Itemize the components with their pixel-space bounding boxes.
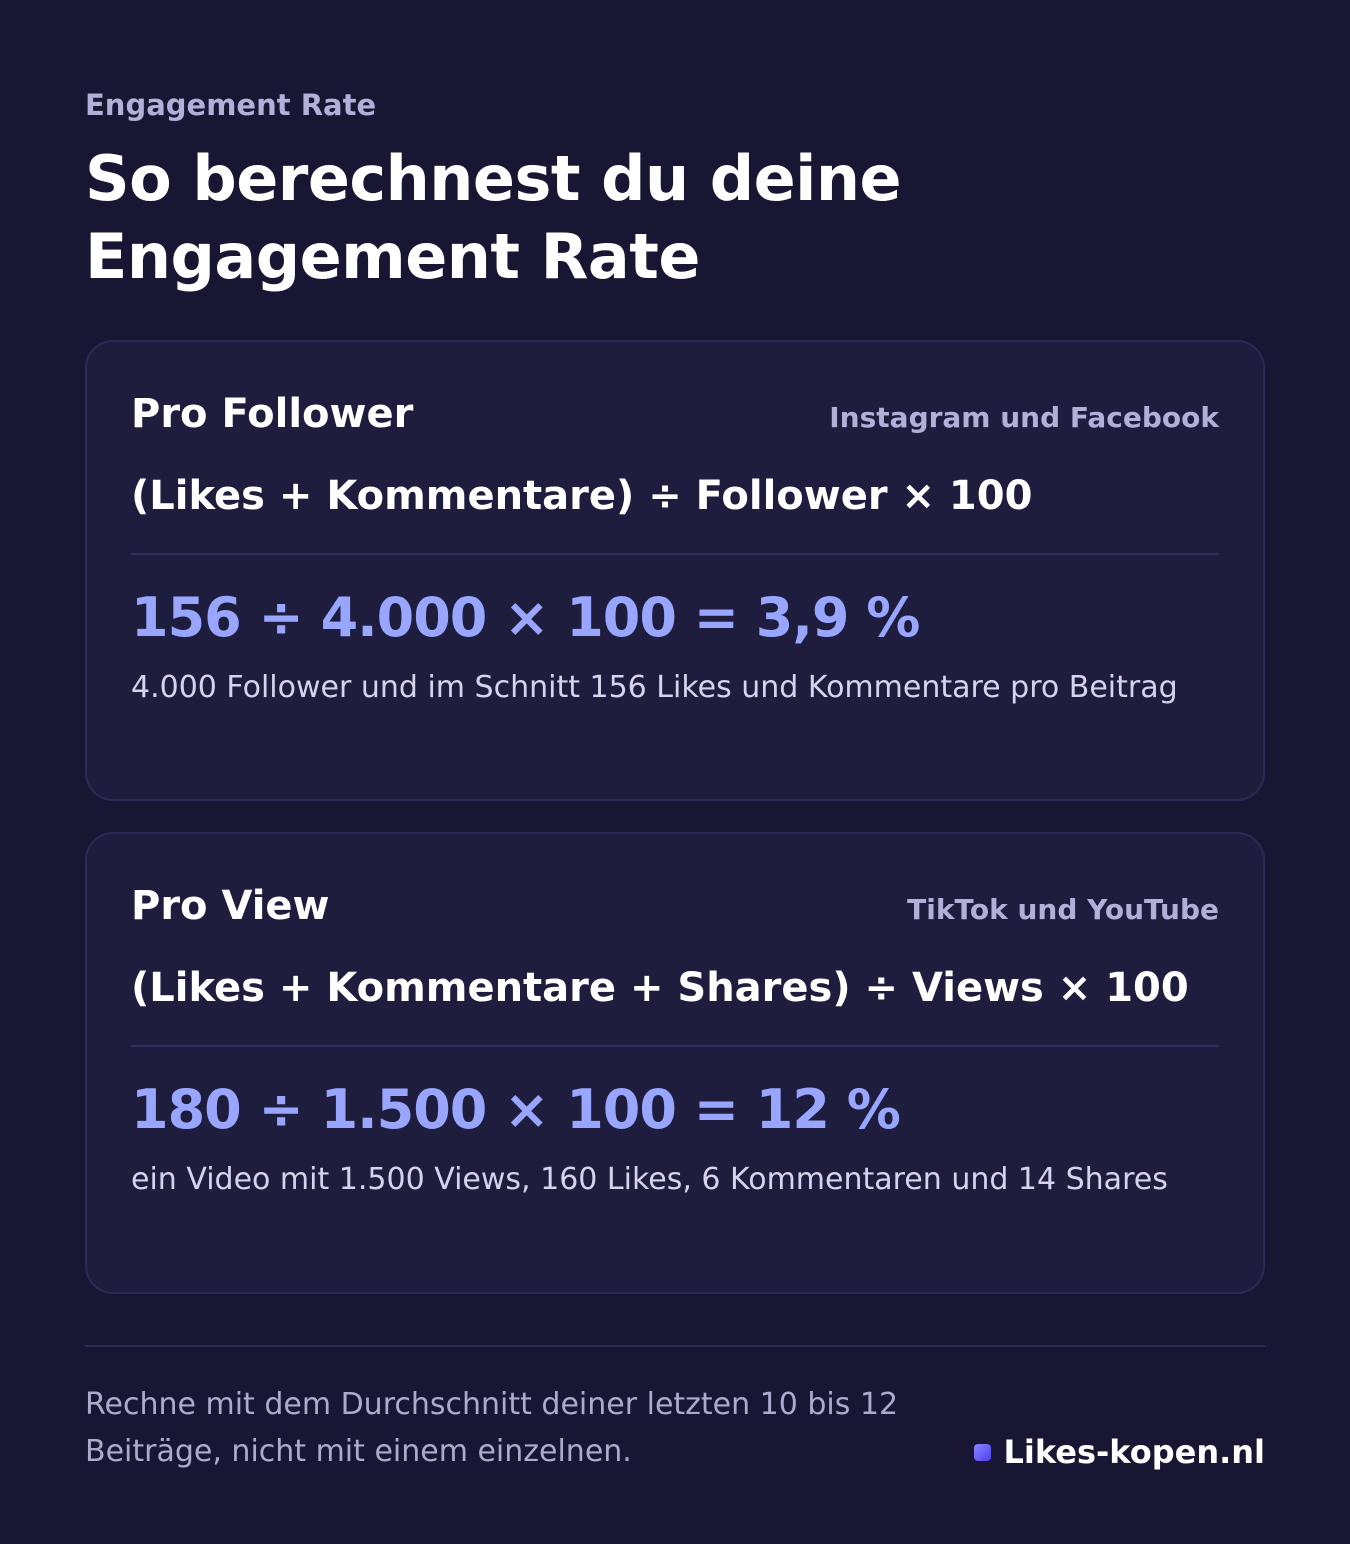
platform-label: TikTok und YouTube bbox=[907, 893, 1219, 926]
card-header: Pro Follower Instagram und Facebook bbox=[131, 386, 1219, 442]
example-calculation: 156 ÷ 4.000 × 100 = 3,9 % bbox=[131, 586, 920, 649]
per-view-card: Pro View TikTok und YouTube (Likes + Kom… bbox=[85, 832, 1265, 1294]
eyebrow-label: Engagement Rate bbox=[85, 88, 377, 122]
divider bbox=[131, 553, 1219, 555]
formula: (Likes + Kommentare) ÷ Follower × 100 bbox=[131, 473, 1033, 519]
example-note: ein Video mit 1.500 Views, 160 Likes, 6 … bbox=[131, 1162, 1168, 1197]
brand-square-icon bbox=[974, 1443, 992, 1461]
card-title: Pro Follower bbox=[131, 391, 414, 437]
example-calculation: 180 ÷ 1.500 × 100 = 12 % bbox=[131, 1078, 901, 1141]
divider bbox=[131, 1045, 1219, 1047]
card-title: Pro View bbox=[131, 883, 330, 929]
brand-logo: Likes-kopen.nl bbox=[974, 1429, 1265, 1475]
card-header: Pro View TikTok und YouTube bbox=[131, 878, 1219, 934]
platform-label: Instagram und Facebook bbox=[829, 401, 1219, 434]
per-follower-card: Pro Follower Instagram und Facebook (Lik… bbox=[85, 340, 1265, 801]
example-note: 4.000 Follower und im Schnitt 156 Likes … bbox=[131, 670, 1178, 705]
brand-name: Likes-kopen.nl bbox=[1003, 1433, 1265, 1471]
formula: (Likes + Kommentare + Shares) ÷ Views × … bbox=[131, 965, 1189, 1011]
footer-divider bbox=[85, 1345, 1265, 1347]
footer-tip: Rechne mit dem Durchschnitt deiner letzt… bbox=[85, 1387, 899, 1469]
page-title: So berechnest du deine Engagement Rate bbox=[85, 142, 902, 293]
